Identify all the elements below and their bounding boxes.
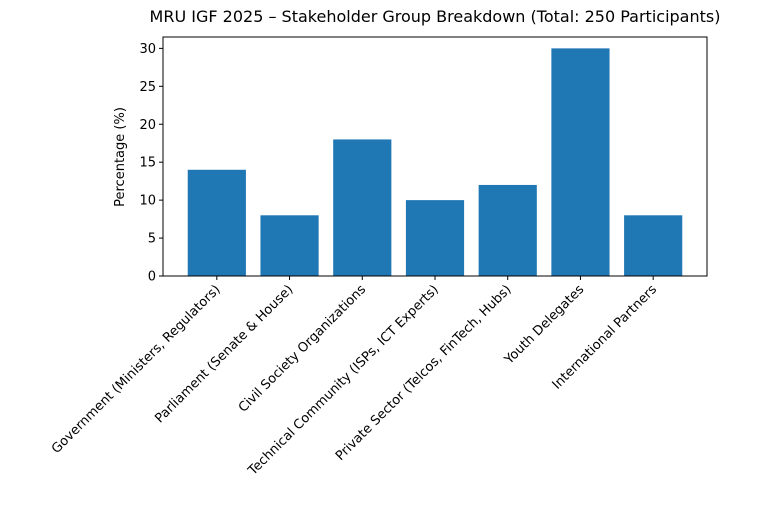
bar (260, 215, 319, 276)
y-tick-label: 10 (139, 194, 156, 209)
y-tick-label: 25 (139, 80, 156, 95)
y-tick-label: 30 (139, 42, 156, 57)
bar (333, 139, 392, 276)
y-tick-label: 20 (139, 118, 156, 133)
bar (551, 48, 610, 276)
plot-frame (162, 36, 708, 277)
y-tick-label: 5 (148, 232, 156, 247)
chart-title: MRU IGF 2025 – Stakeholder Group Breakdo… (150, 7, 721, 26)
bar (478, 184, 537, 276)
bar (187, 169, 246, 276)
y-tick-label: 15 (139, 156, 156, 171)
bar (405, 200, 465, 276)
y-axis-label: Percentage (%) (113, 107, 128, 207)
x-tick-label: Youth Delegates (501, 282, 587, 368)
bar (624, 215, 683, 276)
x-tick-label: Parliament (Senate & House) (152, 282, 296, 426)
x-tick-label: Civil Society Organizations (236, 282, 369, 415)
y-tick-label: 0 (148, 270, 156, 285)
